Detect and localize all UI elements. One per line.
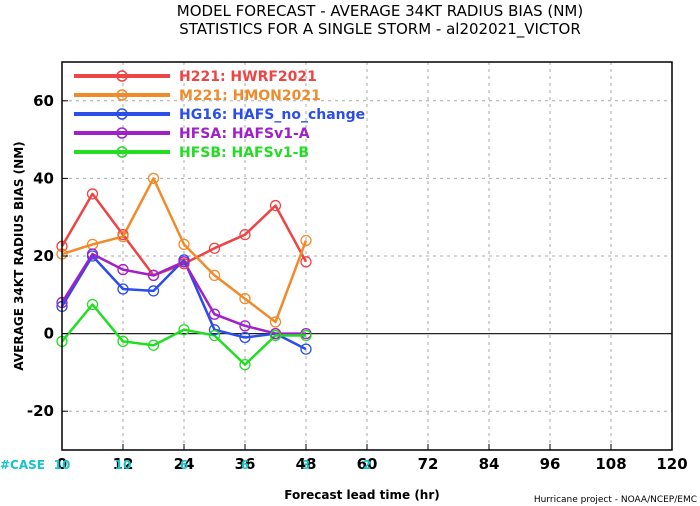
data-point-s3-6 [86,248,99,260]
case-count-row: #CASE 10 10 6 6 3 2 [0,458,371,472]
y-tick-label-40: 40 [33,169,54,187]
data-point-s1-36 [239,293,251,305]
chart-title-line2: STATISTICS FOR A SINGLE STORM - al202021… [179,20,581,39]
y-tick-label--20: -20 [27,402,54,420]
data-point-s4-48 [300,329,312,342]
y-tick-labels: -20 0 20 40 60 [27,92,68,420]
case-label: #CASE [0,458,45,472]
data-point-s1-42 [269,316,282,328]
legend-marker-4 [116,146,128,158]
x-tick-label-72: 72 [418,455,439,473]
legend-marker-3 [116,127,128,139]
data-point-s0-6 [86,188,99,200]
legend-label-1: M221: HMON2021 [179,88,321,104]
x-tick-label-36: 36 [235,455,256,473]
x-tick-label-108: 108 [595,455,626,473]
y-tick-label-20: 20 [33,247,54,265]
data-point-s4-12 [117,335,129,348]
series-points [56,172,312,371]
y-tick-label-0: 0 [44,325,54,343]
legend-marker-2 [116,108,128,120]
x-tick-label-96: 96 [540,455,561,473]
x-tick-label-120: 120 [656,455,687,473]
x-tick-label-0: 0 [57,455,67,473]
series-line-4 [61,303,306,366]
data-point-s3-36 [239,320,251,332]
series-line-2 [60,254,307,351]
data-point-s0-36 [239,229,251,241]
data-point-s1-30 [208,269,221,282]
series-lines [60,177,308,366]
data-point-s1-18 [147,172,160,185]
series-line-3 [60,252,306,335]
x-tick-label-12: 12 [113,455,134,473]
data-point-s1-12 [117,230,129,243]
legend-label-3: HFSA: HAFSv1-A [179,126,310,142]
data-point-s1-24 [178,238,190,251]
legend-label-0: H221: HWRF2021 [179,69,317,85]
data-point-s4-36 [239,358,251,371]
data-point-s3-30 [208,308,221,320]
case-count-60: 2 [363,458,371,472]
chart-title-line1: MODEL FORECAST - AVERAGE 34KT RADIUS BIA… [177,2,583,20]
legend: H221: HWRF2021 M221: HMON2021 HG16: HAFS_n… [74,69,365,161]
data-point-s4-24 [178,324,190,336]
x-tick-label-48: 48 [296,455,317,473]
y-tick-label-60: 60 [33,92,54,110]
x-tick-label-60: 60 [357,455,378,473]
data-point-s3-18 [147,269,160,282]
case-count-12: 10 [115,458,132,472]
data-point-s0-30 [208,242,221,254]
x-axis-label: Forecast lead time (hr) [284,488,440,502]
data-point-s2-30 [208,324,221,336]
case-count-36: 6 [241,458,249,472]
case-count-48: 3 [302,458,310,472]
data-point-s3-12 [117,263,129,276]
case-count-24: 6 [180,458,188,472]
legend-marker-0 [116,70,128,82]
data-point-s4-18 [147,339,160,351]
legend-label-2: HG16: HAFS_no_change [179,107,365,123]
x-tick-labels: 0 12 24 36 48 60 72 84 96 108 120 [57,444,688,473]
data-point-s3-24 [178,256,190,268]
case-count-0: 10 [54,458,71,472]
credit-text: Hurricane project - NOAA/NCEP/EMC [534,495,697,505]
data-point-s1-48 [300,234,312,247]
series-line-1 [61,177,308,324]
data-point-s2-12 [117,283,129,295]
grid-lines [62,62,672,450]
data-point-s2-36 [239,331,251,344]
x-tick-label-24: 24 [174,455,195,473]
data-point-s4-6 [86,298,99,311]
data-point-s2-48 [300,343,312,355]
data-point-s0-42 [269,199,282,212]
y-axis-label: AVERAGE 34KT RADIUS BIAS (NM) [12,141,26,370]
x-tick-label-84: 84 [479,455,500,473]
legend-label-4: HFSB: HAFSv1-B [179,145,309,161]
data-point-s0-48 [300,256,312,268]
data-point-s4-30 [208,329,221,342]
data-point-s4-42 [269,329,282,342]
data-point-s2-18 [147,285,160,297]
legend-marker-1 [116,89,128,101]
